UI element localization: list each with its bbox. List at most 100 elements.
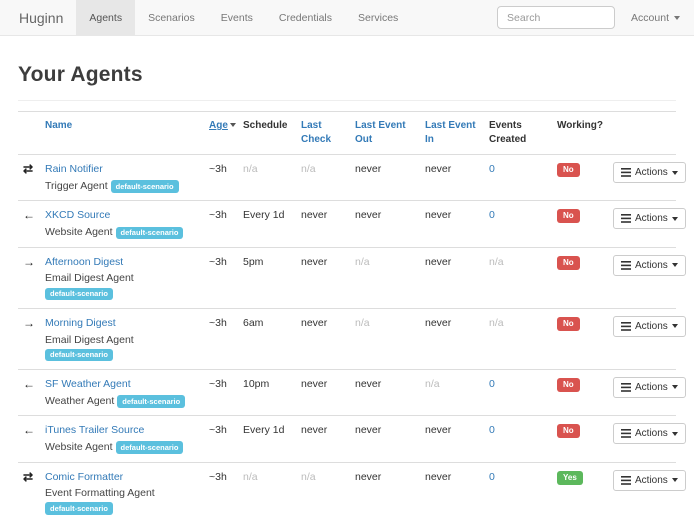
agent-name-link[interactable]: Rain Notifier	[45, 163, 103, 175]
last-check-cell: never	[296, 415, 350, 463]
table-row: → Afternoon Digest Email Digest Agent def…	[18, 246, 686, 309]
agent-subline: Trigger Agent default-scenario	[45, 179, 199, 194]
chevron-down-icon	[671, 385, 678, 390]
schedule-cell: Every 1d	[238, 200, 296, 248]
header-actions-spacer	[608, 111, 676, 155]
last-event-out-cell: never	[350, 368, 420, 416]
last-event-in-cell: never	[420, 200, 484, 248]
nav-item-services[interactable]: Services	[358, 11, 399, 24]
last-event-in-cell: never	[420, 246, 484, 309]
actions-button-label: Actions	[635, 213, 668, 225]
scenario-badge[interactable]: default-scenario	[110, 180, 179, 193]
sort-by-age-link[interactable]: Age	[209, 120, 228, 131]
list-icon	[621, 429, 631, 439]
account-dropdown[interactable]: Account	[631, 12, 680, 24]
agent-name-link[interactable]: XKCD Source	[45, 209, 111, 222]
agent-type-label: Email Digest Agent	[45, 333, 134, 346]
working-badge: Yes	[557, 470, 583, 485]
table-header-row: Name Age Schedule Last Check Last Event …	[18, 111, 676, 155]
last-check-cell: never	[296, 200, 350, 248]
sort-by-last-check-link[interactable]: Last Check	[301, 120, 332, 145]
list-icon	[621, 475, 631, 485]
agent-subline: Website Agent default-scenario	[45, 225, 199, 240]
divider	[18, 100, 676, 101]
nav-item-agents[interactable]: Agents	[76, 0, 136, 35]
actions-button[interactable]: Actions	[613, 162, 686, 183]
actions-button[interactable]: Actions	[613, 423, 686, 445]
events-created-count: n/a	[489, 255, 504, 268]
swap-arrows-icon: ⇄	[23, 469, 34, 484]
chevron-down-icon	[671, 263, 678, 268]
main-content: Your Agents Name Age Schedule Last Check…	[0, 63, 694, 523]
schedule-cell: Every 1d	[238, 415, 296, 463]
schedule-cell: 6am	[238, 307, 296, 370]
swap-arrows-icon: ⇄	[23, 162, 34, 176]
actions-button[interactable]: Actions	[613, 315, 686, 337]
last-event-in-cell: never	[420, 415, 484, 463]
search-input[interactable]	[497, 6, 616, 29]
scenario-badge[interactable]: default-scenario	[45, 502, 113, 515]
agents-table: Name Age Schedule Last Check Last Event …	[18, 111, 686, 523]
agent-name-link[interactable]: Afternoon Digest	[45, 255, 124, 268]
sort-by-name-link[interactable]: Name	[45, 120, 73, 131]
events-created-count[interactable]: 0	[489, 470, 495, 483]
last-check-cell: never	[296, 307, 350, 370]
arrow-right-icon: →	[23, 254, 35, 269]
events-created-count[interactable]: 0	[489, 163, 495, 175]
age-cell: ~3h	[204, 153, 238, 201]
list-icon	[621, 168, 631, 177]
scenario-badge[interactable]: default-scenario	[45, 287, 113, 301]
events-created-count: n/a	[489, 316, 504, 329]
table-row: ← SF Weather Agent Weather Agent default-…	[18, 368, 686, 416]
scenario-badge[interactable]: default-scenario	[115, 441, 184, 454]
events-created-count[interactable]: 0	[489, 424, 495, 437]
scenario-badge[interactable]: default-scenario	[117, 395, 186, 408]
working-badge: No	[557, 209, 580, 224]
age-cell: ~3h	[204, 200, 238, 248]
agent-type-label: Trigger Agent	[45, 179, 108, 192]
list-icon	[621, 382, 631, 392]
nav-item-credentials[interactable]: Credentials	[278, 11, 333, 24]
actions-button[interactable]: Actions	[613, 376, 686, 398]
page-title: Your Agents	[18, 63, 143, 86]
agent-subline: Email Digest Agent default-scenario	[45, 271, 199, 301]
scenario-badge[interactable]: default-scenario	[115, 226, 184, 240]
last-event-in-cell: never	[420, 461, 484, 523]
events-created-count[interactable]: 0	[489, 209, 495, 222]
sort-by-last-event-out-link[interactable]: Last Event Out	[355, 120, 406, 145]
working-badge: No	[557, 163, 580, 177]
agent-name-link[interactable]: iTunes Trailer Source	[45, 424, 145, 437]
actions-button-label: Actions	[635, 381, 668, 393]
actions-button[interactable]: Actions	[613, 469, 686, 491]
actions-button-label: Actions	[635, 474, 668, 486]
agent-name-link[interactable]: SF Weather Agent	[45, 377, 131, 390]
agent-name-link[interactable]: Morning Digest	[45, 316, 116, 329]
last-event-out-cell: never	[350, 200, 420, 248]
sort-by-last-event-in-link[interactable]: Last Event In	[425, 120, 476, 145]
events-created-count[interactable]: 0	[489, 377, 495, 390]
arrow-left-icon: ←	[23, 208, 35, 223]
header-events-created: Events Created	[484, 111, 552, 155]
brand-link[interactable]: Huginn	[19, 9, 64, 26]
nav-item-scenarios[interactable]: Scenarios	[148, 11, 195, 24]
table-row: → Morning Digest Email Digest Agent defau…	[18, 307, 686, 370]
schedule-cell: 5pm	[238, 246, 296, 309]
working-badge: No	[557, 255, 580, 270]
scenario-badge[interactable]: default-scenario	[45, 348, 113, 362]
list-icon	[621, 214, 631, 224]
actions-button[interactable]: Actions	[613, 254, 686, 276]
table-row: ← XKCD Source Website Agent default-scena…	[18, 200, 686, 248]
table-row: ← iTunes Trailer Source Website Agent def…	[18, 415, 686, 463]
list-icon	[621, 321, 631, 331]
agent-name-link[interactable]: Comic Formatter	[45, 470, 124, 483]
actions-button[interactable]: Actions	[613, 208, 686, 230]
last-event-out-cell: n/a	[350, 307, 420, 370]
nav-item-events[interactable]: Events	[220, 11, 253, 24]
sort-desc-icon	[229, 123, 236, 128]
list-icon	[621, 260, 631, 270]
agent-type-label: Event Formatting Agent	[45, 487, 155, 500]
actions-button-label: Actions	[635, 167, 668, 178]
header-icon-spacer	[18, 111, 40, 155]
navbar: Huginn Agents Scenarios Events Credentials S…	[0, 0, 694, 36]
schedule-cell: n/a	[238, 153, 296, 201]
